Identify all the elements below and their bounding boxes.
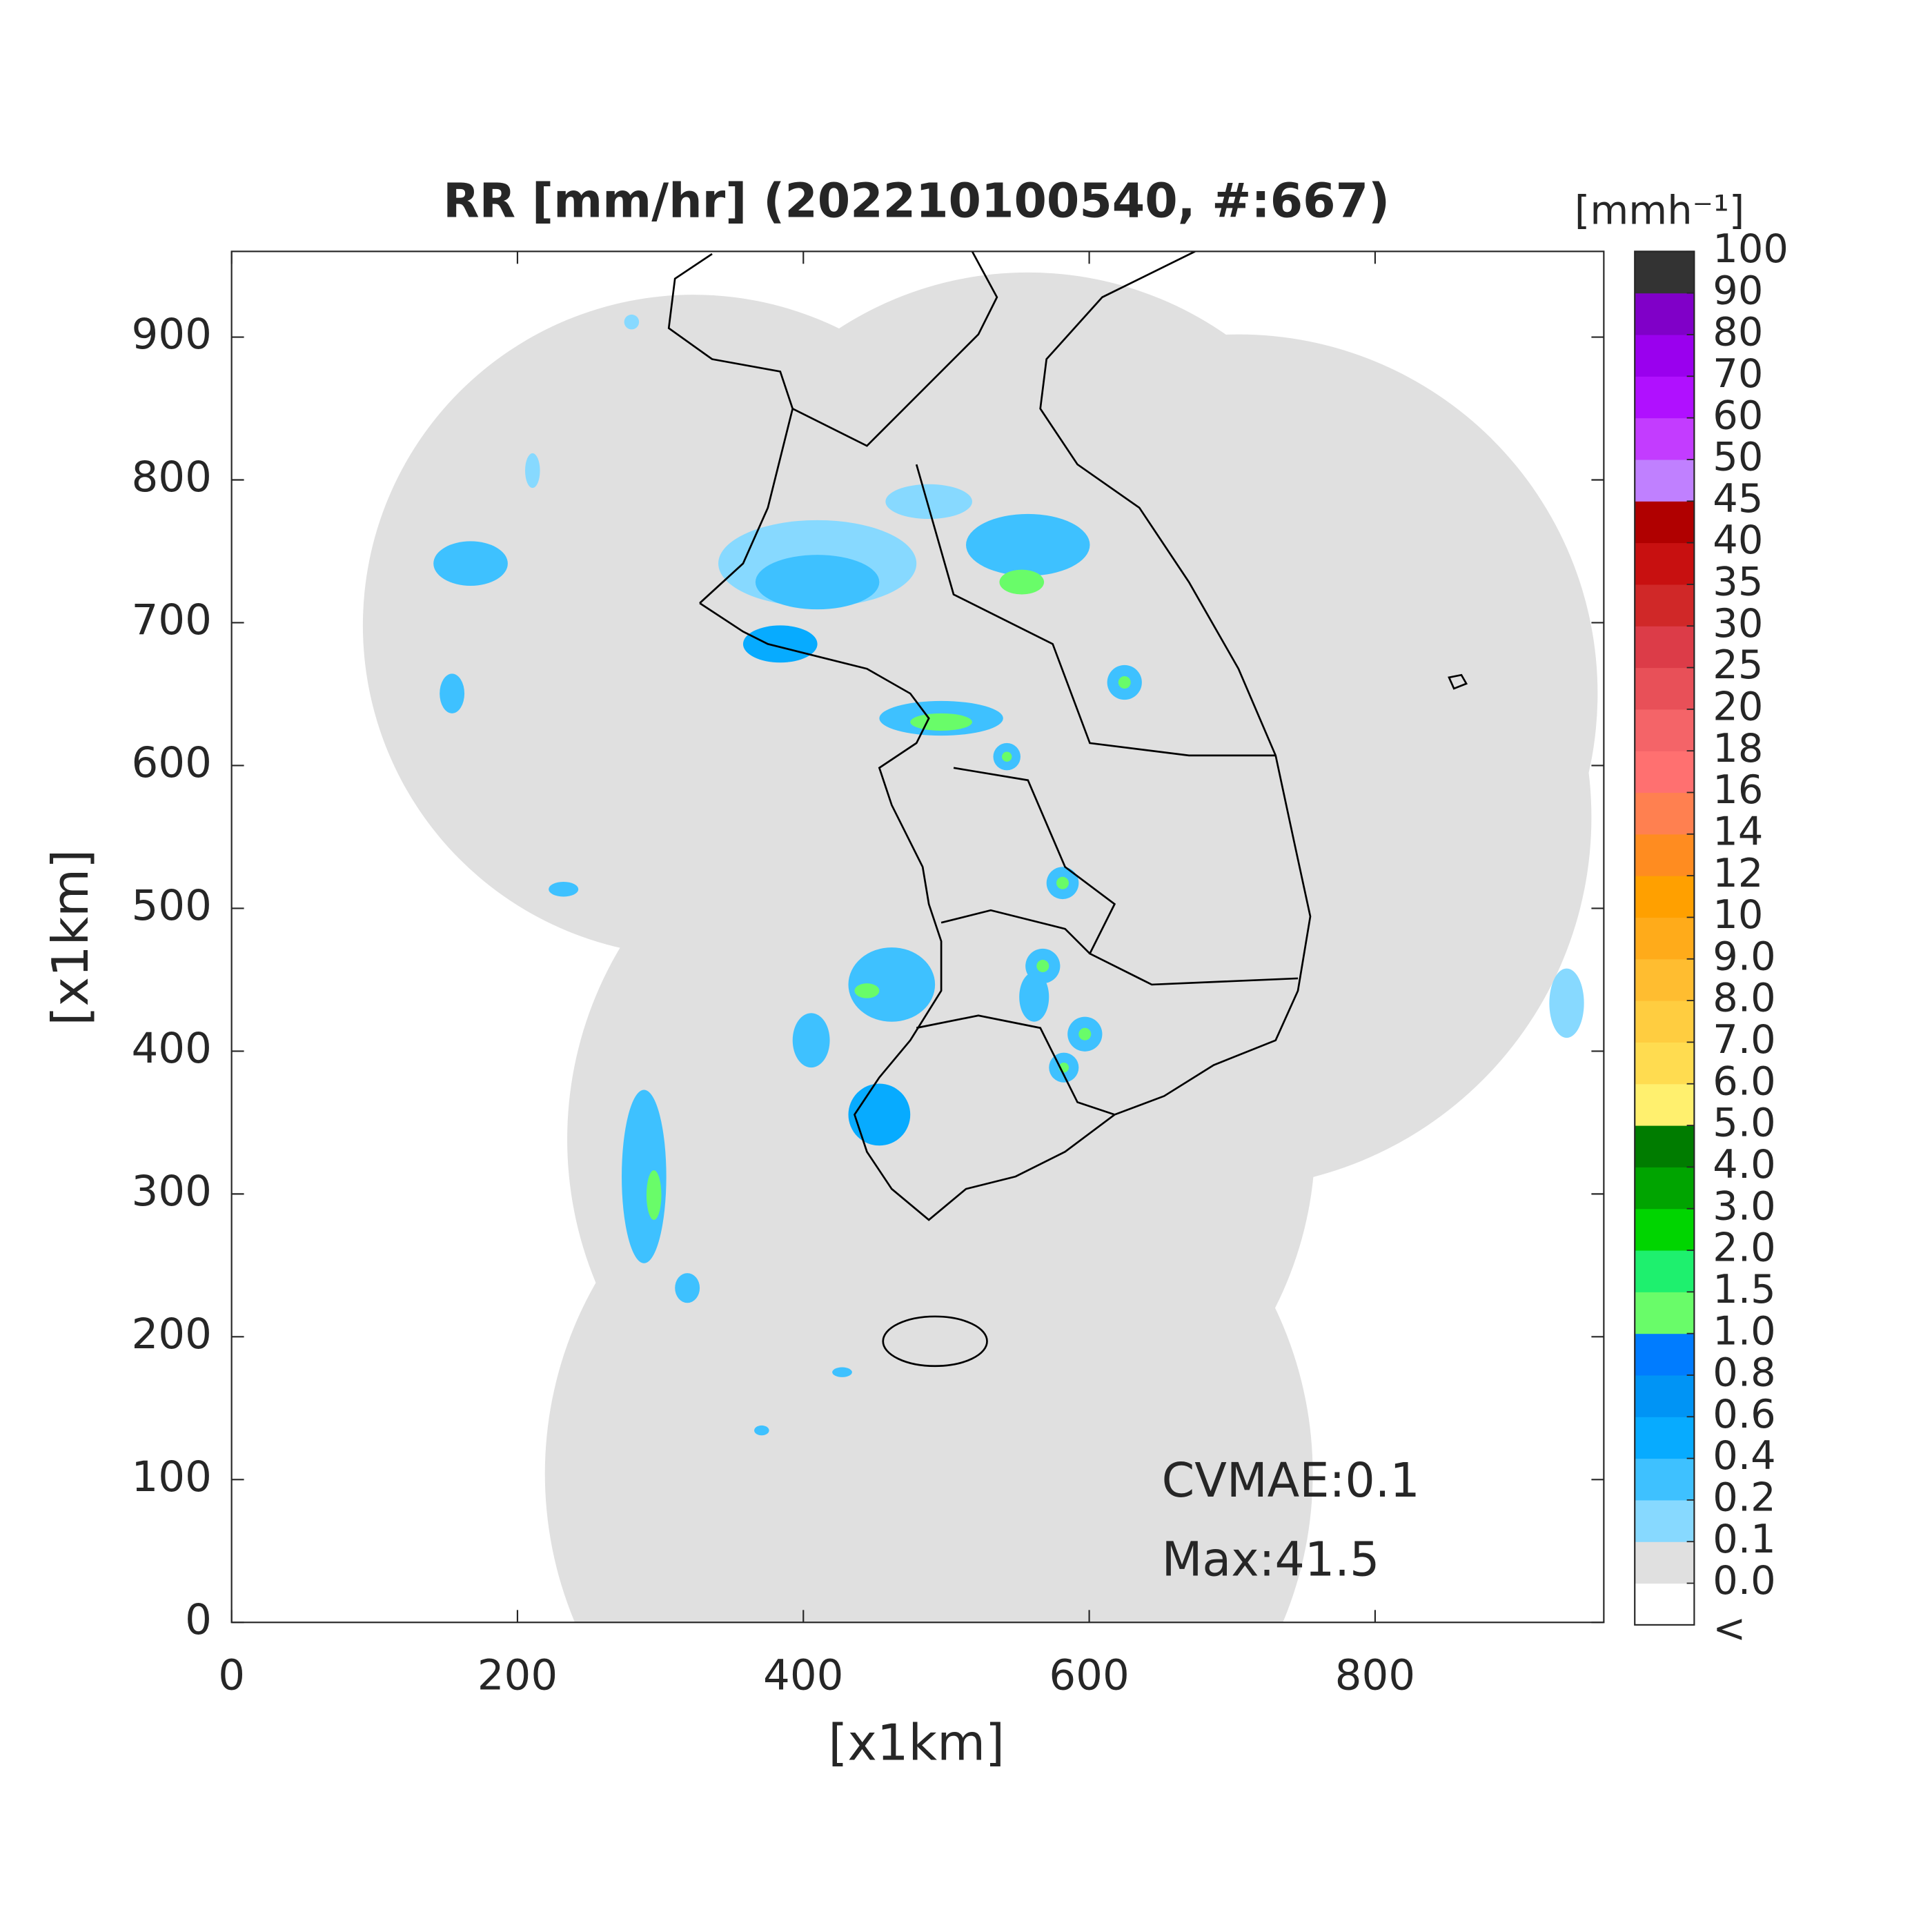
y-axis-label: [x1km] [41,849,99,1026]
colorbar-tick-label: 20 [1713,683,1763,729]
colorbar-tick-label: 7.0 [1713,1016,1775,1063]
colorbar-tick-label: 0.0 [1713,1557,1775,1604]
colorbar-box [1635,1167,1695,1210]
y-tick-label: 300 [131,1167,211,1216]
colorbar-tick-label: 35 [1713,559,1763,605]
colorbar-tick-label: 90 [1713,267,1763,313]
chart-title: RR [mm/hr] (202210100540, #:667) [443,175,1390,229]
colorbar-tick-label: 6.0 [1713,1058,1775,1104]
colorbar-box [1635,1541,1695,1584]
precipitation [433,314,1584,1436]
colorbar-tick-label: 100 [1713,226,1788,272]
colorbar-tick-label: 14 [1713,808,1763,854]
y-tick-label: 800 [131,453,211,502]
y-tick-label: 700 [131,595,211,644]
x-tick-label: 0 [218,1651,245,1700]
y-tick-label: 200 [131,1310,211,1359]
colorbar-tick-label: 0.1 [1713,1516,1775,1562]
x-tick-label: 800 [1335,1651,1415,1700]
x-axis-label: [x1km] [828,1713,1005,1771]
colorbar-box [1635,334,1695,377]
map-layer [362,251,1598,1623]
colorbar-tick-label: 30 [1713,600,1763,647]
x-tick-label: 400 [763,1651,843,1700]
colorbar-tick-label: 16 [1713,767,1763,813]
colorbar-frame [1634,250,1695,1626]
colorbar-box [1635,1000,1695,1043]
colorbar-box [1635,667,1695,710]
x-tick-label: 600 [1049,1651,1129,1700]
colorbar-tick-label: 0.6 [1713,1391,1775,1437]
colorbar-box [1635,958,1695,1001]
colorbar-box [1635,1374,1695,1417]
colorbar-box [1635,834,1695,876]
colorbar-tick-label: 5.0 [1713,1100,1775,1146]
x-tick-label: 200 [477,1651,558,1700]
colorbar-tick-label: 25 [1713,642,1763,688]
colorbar-box [1635,459,1695,502]
y-tick-label: 100 [131,1452,211,1501]
y-tick-label: 600 [131,738,211,787]
colorbar-box [1635,751,1695,793]
colorbar-tick-label: 80 [1713,309,1763,355]
colorbar-box [1635,792,1695,835]
colorbar-box [1635,1125,1695,1167]
colorbar-box [1635,584,1695,627]
colorbar-tick-label: 50 [1713,434,1763,480]
coastline [667,251,1468,1368]
annotation: Max:41.5 [1162,1533,1380,1588]
colorbar-tick-label: 0.8 [1713,1350,1775,1396]
colorbar-tick-label: 45 [1713,475,1763,522]
colorbar-box [1635,251,1695,294]
colorbar-box [1635,1417,1695,1459]
colorbar-tick-label: 1.5 [1713,1266,1775,1312]
colorbar-tick-label: 40 [1713,517,1763,563]
colorbar-box [1635,1250,1695,1292]
colorbar-label: [mmh⁻¹] [1575,187,1744,233]
y-tick-label: 400 [131,1024,211,1073]
colorbar-tick-label: 2.0 [1713,1225,1775,1271]
colorbar-tick-label: 3.0 [1713,1183,1775,1229]
y-tick-label: 500 [131,881,211,930]
y-tick-label: 900 [131,310,211,359]
colorbar-box [1635,501,1695,544]
colorbar-tick-label: 0.2 [1713,1475,1775,1521]
colorbar-box [1635,1042,1695,1085]
colorbar-tick-label: 0.4 [1713,1432,1775,1479]
colorbar-box [1635,1458,1695,1501]
y-tick-label: 0 [185,1595,212,1644]
radar-coverage [362,272,1598,1623]
colorbar-box [1635,1499,1695,1542]
colorbar-box [1635,1292,1695,1334]
colorbar-tick-label: 8.0 [1713,975,1775,1021]
colorbar-box [1635,293,1695,335]
colorbar-box [1635,876,1695,918]
plot-frame [230,250,1605,1624]
colorbar-box [1635,1208,1695,1251]
colorbar-box [1635,1333,1695,1376]
colorbar-tick-label: 12 [1713,850,1763,896]
annotation: CVMAE:0.1 [1162,1454,1420,1508]
colorbar-box [1635,417,1695,460]
colorbar-box [1635,542,1695,585]
colorbar-tick-label: < [1713,1605,1746,1651]
colorbar-tick-label: 10 [1713,891,1763,938]
colorbar-tick-label: 1.0 [1713,1308,1775,1354]
colorbar-box [1635,1083,1695,1126]
colorbar-box [1635,626,1695,669]
colorbar-tick-label: 4.0 [1713,1141,1775,1187]
colorbar-tick-label: 70 [1713,351,1763,397]
colorbar-box [1635,709,1695,751]
colorbar-tick-label: 9.0 [1713,933,1775,979]
colorbar-box [1635,376,1695,419]
colorbar-tick-label: 60 [1713,392,1763,438]
colorbar-tick-label: 18 [1713,725,1763,771]
colorbar-box [1635,1583,1695,1626]
colorbar-box [1635,917,1695,960]
